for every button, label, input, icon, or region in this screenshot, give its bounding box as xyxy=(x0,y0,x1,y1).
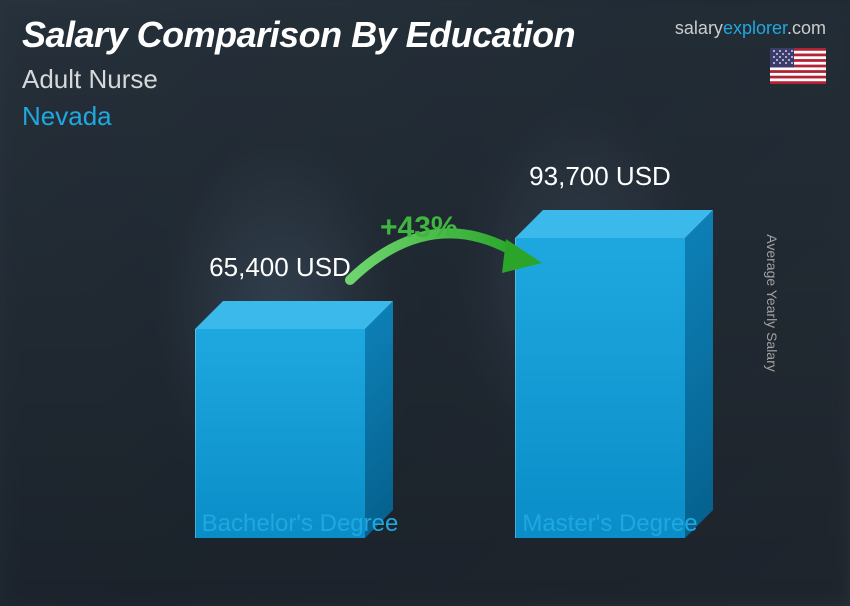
bar-side xyxy=(685,210,713,538)
bar-front xyxy=(195,329,365,538)
bar-label: Bachelor's Degree xyxy=(180,510,420,538)
site-brand: salaryexplorer.com xyxy=(675,18,826,39)
brand-suffix: .com xyxy=(787,18,826,38)
chart-subtitle: Adult Nurse xyxy=(22,64,828,95)
brand-accent: explorer xyxy=(723,18,787,38)
brand-prefix: salary xyxy=(675,18,723,38)
flag-icon xyxy=(770,48,826,84)
bar-side xyxy=(365,301,393,538)
bar-label: Master's Degree xyxy=(490,510,730,538)
chart-location: Nevada xyxy=(22,101,828,132)
bar-bachelors: Bachelor's Degree xyxy=(180,329,380,538)
bar-value: 93,700 USD xyxy=(480,161,720,192)
chart-area: Bachelor's Degree Master's Degree 65,400… xyxy=(160,158,720,578)
bar-top xyxy=(195,301,393,329)
bar-3d xyxy=(195,329,365,538)
y-axis-label: Average Yearly Salary xyxy=(763,234,779,372)
delta-percent: +43% xyxy=(380,211,458,245)
